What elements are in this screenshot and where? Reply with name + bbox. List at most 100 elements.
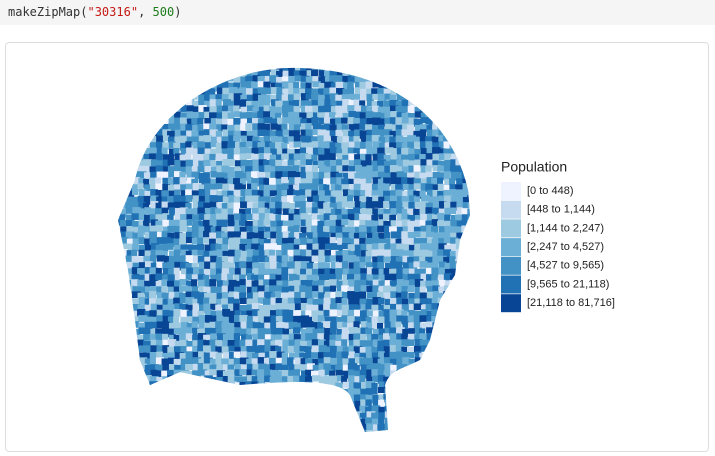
- map-cell: [203, 202, 211, 211]
- map-cell: [246, 225, 255, 234]
- map-cell: [306, 363, 315, 373]
- map-cell: [215, 328, 224, 336]
- map-cell: [120, 130, 128, 140]
- map-cell: [186, 358, 194, 366]
- map-cell: [366, 226, 376, 234]
- map-cell: [246, 171, 253, 180]
- map-cell: [270, 243, 277, 250]
- map-cell: [179, 177, 187, 186]
- map-cell: [161, 93, 169, 100]
- map-cell: [234, 67, 244, 71]
- map-cell: [366, 135, 375, 143]
- map-cell: [306, 429, 315, 432]
- map-cell: [389, 351, 398, 360]
- map-cell: [162, 364, 171, 374]
- map-cell: [318, 255, 327, 263]
- map-cell: [234, 327, 242, 334]
- map-cell: [455, 393, 462, 401]
- map-cell: [173, 393, 182, 400]
- map-cell: [365, 399, 372, 408]
- map-cell: [444, 214, 451, 223]
- map-cell: [264, 141, 272, 151]
- map-cell: [293, 88, 301, 97]
- map-cell: [390, 238, 398, 248]
- map-cell: [324, 81, 334, 89]
- map-cell: [203, 231, 210, 238]
- map-cell: [275, 106, 282, 116]
- map-cell: [299, 112, 307, 121]
- map-cell: [276, 429, 283, 432]
- map-cell: [348, 160, 356, 168]
- map-cell: [234, 268, 242, 277]
- map-cell: [275, 357, 282, 367]
- map-cell: [443, 357, 451, 364]
- map-cell: [389, 394, 397, 403]
- map-cell: [389, 268, 398, 276]
- map-cell: [305, 219, 315, 229]
- map-cell: [222, 183, 231, 191]
- map-cell: [407, 172, 416, 179]
- map-cell: [222, 370, 231, 379]
- map-cell: [173, 267, 180, 276]
- map-cell: [149, 88, 158, 97]
- map-cell: [437, 406, 446, 416]
- map-cell: [323, 178, 331, 185]
- map-cell: [365, 256, 372, 264]
- map-cell: [353, 261, 361, 270]
- map-cell: [233, 280, 242, 289]
- map-cell: [118, 394, 123, 402]
- map-cell: [432, 249, 441, 258]
- map-cell: [336, 201, 345, 209]
- map-cell: [312, 328, 319, 338]
- map-cell: [324, 154, 333, 163]
- map-cell: [449, 352, 457, 360]
- map-cell: [384, 165, 393, 175]
- map-cell: [467, 238, 470, 246]
- map-cell: [203, 178, 211, 187]
- map-cell: [186, 177, 195, 184]
- map-cell: [131, 267, 140, 275]
- map-cell: [372, 285, 379, 293]
- map-cell: [437, 183, 445, 192]
- map-cell: [401, 147, 410, 155]
- map-cell: [143, 226, 152, 235]
- map-cell: [276, 189, 284, 199]
- map-cell: [408, 279, 417, 287]
- map-cell: [366, 88, 374, 98]
- map-cell: [204, 100, 213, 109]
- map-cell: [360, 250, 368, 258]
- map-cell: [366, 106, 374, 113]
- map-cell: [383, 208, 391, 217]
- map-cell: [305, 201, 315, 209]
- map-cell: [132, 304, 141, 312]
- map-cell: [455, 76, 463, 84]
- map-cell: [203, 358, 213, 365]
- map-cell: [234, 141, 243, 150]
- map-cell: [180, 358, 190, 366]
- map-cell: [270, 423, 278, 431]
- map-cell: [468, 400, 470, 408]
- map-cell: [258, 238, 265, 247]
- map-cell: [305, 100, 314, 107]
- map-cell: [167, 316, 176, 324]
- map-cell: [221, 244, 229, 252]
- map-cell: [396, 81, 403, 90]
- map-cell: [359, 130, 368, 139]
- map-cell: [401, 129, 411, 137]
- map-cell: [174, 117, 183, 126]
- map-cell: [281, 262, 289, 270]
- map-cell: [336, 388, 344, 398]
- map-cell: [137, 111, 146, 118]
- map-cell: [281, 250, 289, 258]
- map-cell: [215, 381, 225, 390]
- map-cell: [383, 268, 392, 275]
- map-cell: [413, 322, 421, 330]
- map-cell: [395, 400, 404, 408]
- map-cell: [246, 286, 255, 296]
- map-cell: [444, 423, 452, 430]
- map-cell: [389, 94, 396, 104]
- map-cell: [389, 339, 398, 348]
- map-cell: [438, 417, 446, 425]
- map-cell: [366, 93, 373, 102]
- map-cell: [149, 381, 158, 390]
